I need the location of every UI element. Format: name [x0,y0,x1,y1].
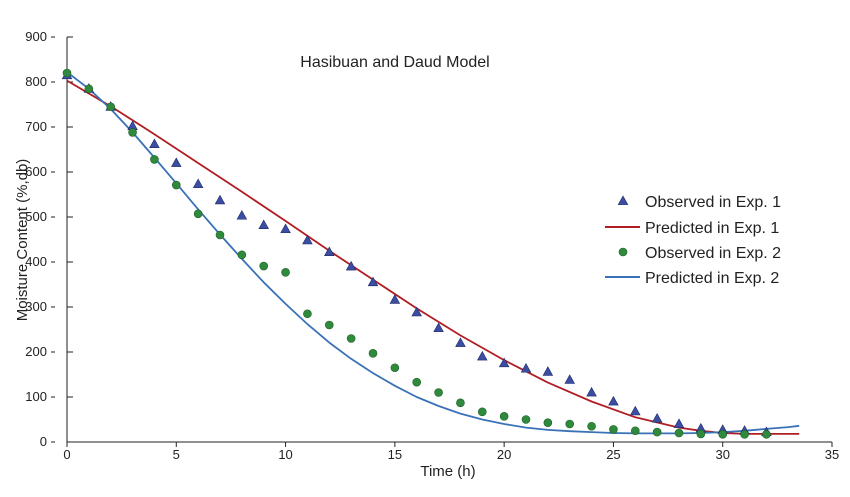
data-point-exp1 [586,386,597,397]
data-point-exp2 [128,128,137,137]
data-point-exp1 [214,194,226,205]
y-axis-ticks: 0 100 200 300 400 500 600 700 800 900 [25,29,73,449]
data-point-exp2 [434,388,443,397]
data-point-exp2 [62,68,72,78]
y-tick-label: 700 [25,119,47,134]
data-point-exp1 [433,322,444,333]
y-tick-label: 900 [25,29,47,44]
data-point-exp2 [718,430,728,439]
data-point-exp2 [762,430,771,439]
legend-item-predicted-exp2: Predicted in Exp. 2 [605,270,779,287]
y-tick-label: 500 [25,209,47,224]
x-tick-label: 0 [63,447,70,462]
data-point-exp2 [696,429,706,439]
y-tick-label: 200 [25,344,47,359]
data-point-exp2 [499,412,509,421]
data-point-exp2 [281,268,290,277]
axes: 0 5 10 15 20 25 30 35 0 100 200 300 400 500 600 700 800… [25,29,839,462]
plot-markers [61,68,772,439]
data-point-exp2 [543,418,553,427]
data-point-exp1 [411,306,422,317]
data-point-exp2 [259,261,269,271]
data-point-exp1 [367,276,379,287]
data-point-exp2 [324,320,334,330]
data-point-exp1 [171,157,182,167]
data-point-exp2 [609,425,618,434]
x-tick-label: 20 [497,447,511,462]
data-point-exp1 [455,337,466,347]
y-tick-label: 400 [25,254,47,269]
data-point-exp2 [521,415,531,424]
data-point-exp2 [215,230,225,240]
y-tick-label: 0 [40,434,47,449]
data-point-exp2 [84,84,94,94]
x-tick-label: 10 [278,447,292,462]
y-tick-label: 600 [25,164,47,179]
data-point-exp1 [302,234,313,245]
legend-triangle-icon [617,195,629,205]
data-point-exp2 [630,426,640,436]
legend-circle-icon [618,247,628,257]
legend-label: Predicted in Exp. 2 [645,270,779,287]
x-tick-label: 25 [606,447,620,462]
legend-item-predicted-exp1: Predicted in Exp. 1 [605,220,779,237]
x-axis-ticks: 0 5 10 15 20 25 30 35 [63,442,839,462]
data-point-exp1 [542,366,554,376]
chart-title: Hasibuan and Daud Model [300,54,489,71]
series-line-2 [66,71,800,435]
legend-item-observed-exp1: Observed in Exp. 1 [617,194,781,211]
legend-label: Predicted in Exp. 1 [645,220,779,237]
data-point-exp2 [106,102,116,112]
data-point-exp1 [149,138,160,148]
y-tick-label: 100 [25,389,47,404]
data-point-exp2 [456,398,465,408]
legend-label: Observed in Exp. 2 [645,245,781,262]
x-tick-label: 15 [388,447,402,462]
x-tick-label: 30 [715,447,729,462]
legend-item-observed-exp2: Observed in Exp. 2 [618,245,781,262]
data-point-exp1 [651,412,663,423]
data-point-exp2 [565,419,575,429]
data-point-exp2 [303,309,312,319]
data-point-exp2 [346,334,356,343]
data-point-exp2 [740,430,749,439]
data-point-exp2 [390,363,400,373]
data-point-exp2 [171,180,181,190]
x-axis-title: Time (h) [420,463,475,480]
data-point-exp1 [192,178,204,189]
data-point-exp1 [236,210,248,220]
data-point-exp1 [564,374,575,384]
data-point-exp1 [389,294,401,304]
data-point-exp1 [608,395,619,406]
y-tick-label: 800 [25,74,47,89]
data-point-exp2 [652,427,662,437]
data-point-exp2 [674,428,684,438]
data-point-exp2 [412,377,422,387]
x-tick-label: 35 [825,447,839,462]
data-point-exp2 [193,209,203,219]
legend: Observed in Exp. 1 Predicted in Exp. 1 O… [605,194,781,287]
data-point-exp2 [477,407,487,417]
data-point-exp1 [258,219,269,229]
data-point-exp1 [520,363,532,373]
data-point-exp1 [498,357,510,368]
y-axis-title: Moisture Content (%,db) [14,159,31,322]
data-point-exp1 [673,418,685,428]
data-point-exp2 [368,349,378,358]
data-point-exp1 [477,350,488,361]
data-point-exp2 [587,421,596,431]
data-point-exp1 [280,223,291,234]
data-point-exp1 [324,246,335,256]
data-point-exp1 [345,260,357,271]
data-point-exp1 [630,405,641,416]
data-point-exp2 [150,155,159,164]
legend-label: Observed in Exp. 1 [645,194,781,211]
data-point-exp2 [237,250,247,260]
x-tick-label: 5 [173,447,180,462]
y-tick-label: 300 [25,299,47,314]
